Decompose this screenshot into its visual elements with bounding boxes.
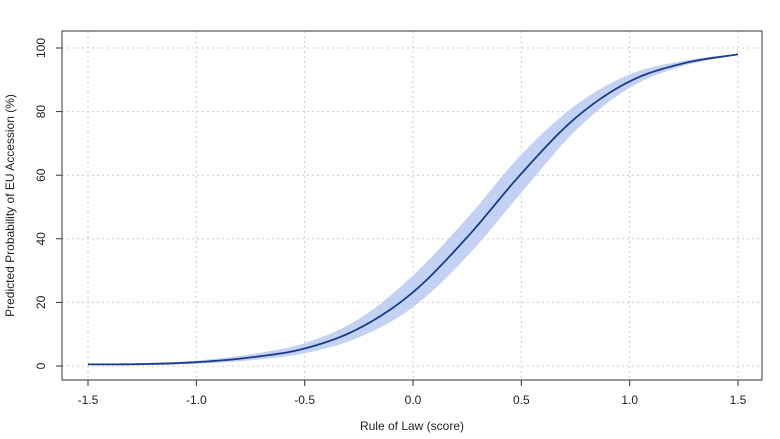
y-axis: 0 20 40 60 80 100 <box>34 38 62 369</box>
x-axis: -1.5 -1.0 -0.5 0.0 0.5 1.0 1.5 <box>78 380 747 407</box>
x-tick-label: -0.5 <box>294 393 315 407</box>
predicted-probability-line <box>87 53 739 366</box>
y-tick-label: 0 <box>34 362 48 369</box>
y-tick-label: 60 <box>34 168 48 182</box>
x-tick-label: 0.0 <box>405 393 422 407</box>
y-tick-label: 40 <box>34 232 48 246</box>
confidence-band <box>88 53 738 366</box>
series-line-group <box>87 53 739 366</box>
y-tick-label: 20 <box>34 295 48 309</box>
y-axis-label: Predicted Probability of EU Accession (%… <box>3 94 17 317</box>
confidence-band-group <box>88 53 738 366</box>
x-tick-label: 1.5 <box>730 393 747 407</box>
y-tick-label: 100 <box>34 38 48 58</box>
x-tick-label: -1.0 <box>186 393 207 407</box>
y-tick-label: 80 <box>34 105 48 119</box>
x-tick-label: 1.0 <box>621 393 638 407</box>
plot-frame <box>61 30 763 381</box>
x-tick-label: 0.5 <box>513 393 530 407</box>
x-tick-label: -1.5 <box>78 393 99 407</box>
gridlines <box>62 31 762 380</box>
x-axis-label: Rule of Law (score) <box>360 419 464 433</box>
